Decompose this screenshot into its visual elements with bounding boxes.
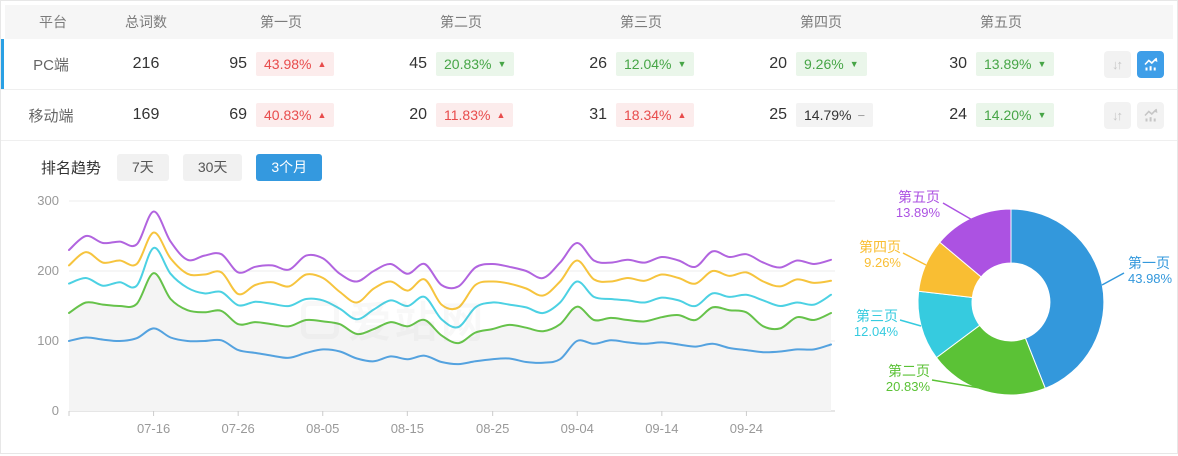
pie-label-value: 43.98%	[1128, 271, 1173, 286]
page3-count: 26	[589, 55, 607, 72]
page2-count: 45	[409, 55, 427, 72]
page4-count: 25	[769, 106, 787, 123]
trend-chart-icon	[1143, 108, 1157, 122]
pie-label-value: 13.89%	[895, 205, 940, 220]
header-page4: 第四页	[800, 14, 842, 30]
change-badge: 11.83% ▲	[436, 103, 514, 127]
table-row-pc[interactable]: PC端 216 95 43.98% ▲ 45 20.83% ▼ 26 12.04% ▼…	[1, 39, 1177, 90]
show-trend-chart-button[interactable]	[1137, 101, 1164, 129]
page1-count: 95	[229, 55, 247, 72]
page1-count: 69	[229, 106, 247, 123]
change-badge: 14.20% ▼	[976, 103, 1055, 127]
svg-text:200: 200	[37, 263, 59, 278]
svg-text:300: 300	[37, 193, 59, 208]
svg-text:09-24: 09-24	[730, 421, 763, 436]
trend-title: 排名趋势	[41, 159, 102, 177]
change-badge: 12.04% ▼	[616, 52, 695, 76]
pie-label-name: 第五页	[898, 189, 940, 205]
trend-section-header: 排名趋势 7天 30天 3个月	[41, 153, 1177, 181]
pie-label-name: 第三页	[856, 308, 898, 324]
selected-row-indicator	[1, 90, 4, 140]
change-badge: 40.83% ▲	[256, 103, 335, 127]
change-badge: 43.98% ▲	[256, 52, 335, 76]
sort-button[interactable]: ↓↑	[1104, 50, 1131, 78]
sort-arrows-icon: ↓↑	[1112, 56, 1123, 72]
pie-label-value: 12.04%	[853, 324, 898, 339]
sort-button[interactable]: ↓↑	[1104, 101, 1131, 129]
header-page2: 第二页	[440, 14, 482, 30]
pie-label-value: 9.26%	[864, 255, 901, 270]
trend-line-chart: 0 100 200 300 07-16 07-26 08-05 08-15 08-25 09-04…	[37, 193, 835, 436]
show-trend-chart-button[interactable]	[1137, 50, 1164, 78]
svg-text:09-14: 09-14	[645, 421, 678, 436]
pie-label-name: 第四页	[859, 239, 901, 255]
svg-text:07-26: 07-26	[222, 421, 255, 436]
range-tab-3m[interactable]: 3个月	[256, 153, 323, 181]
table-header: 平台 总词数 第一页 第二页 第三页 第四页 第五页	[5, 5, 1173, 39]
change-badge: 14.79% −	[796, 103, 874, 127]
header-page1: 第一页	[260, 14, 302, 30]
svg-text:08-15: 08-15	[391, 421, 424, 436]
page4-count: 20	[769, 55, 787, 72]
sort-arrows-icon: ↓↑	[1112, 107, 1123, 123]
pie-label-page2: 第二页 20.83%	[866, 363, 930, 395]
platform-label: 移动端	[28, 107, 74, 125]
page2-count: 20	[409, 106, 427, 123]
trend-chart-icon	[1143, 57, 1157, 71]
svg-text:08-05: 08-05	[306, 421, 339, 436]
svg-text:08-25: 08-25	[476, 421, 509, 436]
page5-count: 30	[949, 55, 967, 72]
range-tab-7d[interactable]: 7天	[117, 153, 169, 181]
header-page5: 第五页	[980, 14, 1022, 30]
pie-label-name: 第二页	[888, 363, 930, 379]
header-platform: 平台	[39, 14, 67, 30]
pie-label-page1: 第一页 43.98%	[1128, 255, 1172, 287]
header-total-words: 总词数	[125, 14, 167, 30]
page-distribution-donut	[899, 202, 1125, 396]
pie-label-value: 20.83%	[885, 379, 930, 394]
svg-text:100: 100	[37, 333, 59, 348]
table-row-mobile[interactable]: 移动端 169 69 40.83% ▲ 20 11.83% ▲ 31 18.34% ▲…	[1, 90, 1177, 141]
change-badge: 18.34% ▲	[616, 103, 695, 127]
selected-row-indicator	[1, 39, 4, 89]
svg-text:0: 0	[52, 403, 59, 418]
pie-label-page4: 第四页 9.26%	[849, 239, 901, 271]
pie-label-page3: 第三页 12.04%	[846, 308, 898, 340]
pie-label-name: 第一页	[1128, 255, 1170, 271]
page5-count: 24	[949, 106, 967, 123]
change-badge: 9.26% ▼	[796, 52, 867, 76]
page3-count: 31	[589, 106, 607, 123]
total-words-value: 216	[132, 55, 160, 72]
svg-text:09-04: 09-04	[561, 421, 594, 436]
change-badge: 20.83% ▼	[436, 52, 515, 76]
total-words-value: 169	[132, 106, 160, 123]
range-tab-30d[interactable]: 30天	[182, 153, 243, 181]
header-page3: 第三页	[620, 14, 662, 30]
pie-label-page5: 第五页 13.89%	[888, 189, 940, 221]
change-badge: 13.89% ▼	[976, 52, 1055, 76]
platform-label: PC端	[33, 56, 69, 74]
svg-text:07-16: 07-16	[137, 421, 170, 436]
